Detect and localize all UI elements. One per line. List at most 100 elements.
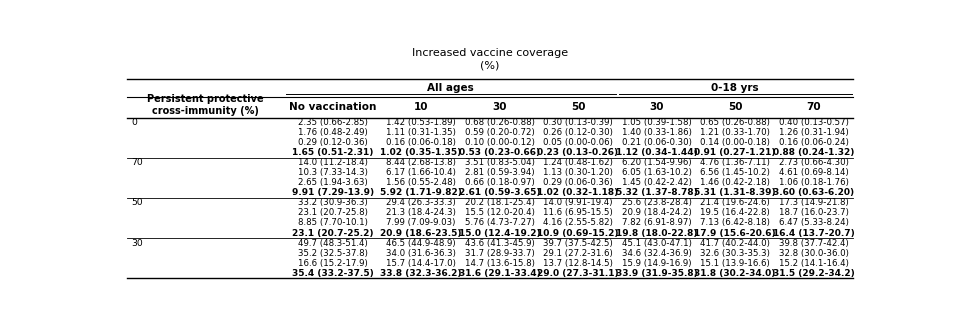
- Text: 0.29 (0.06-0.36): 0.29 (0.06-0.36): [543, 178, 613, 187]
- Text: 1.65 (0.51-2.31): 1.65 (0.51-2.31): [293, 148, 374, 157]
- Text: 5.92 (1.71-9.82): 5.92 (1.71-9.82): [380, 189, 462, 197]
- Text: 20.9 (18.6-23.5): 20.9 (18.6-23.5): [380, 229, 462, 238]
- Text: 3.51 (0.83-5.04): 3.51 (0.83-5.04): [465, 158, 534, 167]
- Text: 14.0 (9.91-19.4): 14.0 (9.91-19.4): [543, 198, 613, 207]
- Text: 20.9 (18.4-24.2): 20.9 (18.4-24.2): [621, 209, 691, 218]
- Text: 0.53 (0.23-0.66): 0.53 (0.23-0.66): [459, 148, 540, 157]
- Text: 50: 50: [131, 198, 143, 207]
- Text: 1.40 (0.33-1.86): 1.40 (0.33-1.86): [621, 128, 691, 137]
- Text: 39.8 (37.7-42.4): 39.8 (37.7-42.4): [779, 238, 849, 247]
- Text: 29.4 (26.3-33.3): 29.4 (26.3-33.3): [386, 198, 456, 207]
- Text: 35.4 (33.2-37.5): 35.4 (33.2-37.5): [292, 269, 374, 278]
- Text: 0.88 (0.24-1.32): 0.88 (0.24-1.32): [773, 148, 855, 157]
- Text: 39.7 (37.5-42.5): 39.7 (37.5-42.5): [543, 238, 613, 247]
- Text: 1.46 (0.42-2.18): 1.46 (0.42-2.18): [700, 178, 771, 187]
- Text: 34.0 (31.6-36.3): 34.0 (31.6-36.3): [386, 249, 456, 258]
- Text: 29.0 (27.3-31.1): 29.0 (27.3-31.1): [537, 269, 619, 278]
- Text: 1.02 (0.35-1.35): 1.02 (0.35-1.35): [380, 148, 462, 157]
- Text: 46.5 (44.9-48.9): 46.5 (44.9-48.9): [386, 238, 456, 247]
- Text: 41.7 (40.2-44.0): 41.7 (40.2-44.0): [700, 238, 771, 247]
- Text: 2.65 (1.94-3.63): 2.65 (1.94-3.63): [298, 178, 368, 187]
- Text: 14.0 (11.2-18.4): 14.0 (11.2-18.4): [298, 158, 368, 167]
- Text: 1.24 (0.48-1.62): 1.24 (0.48-1.62): [543, 158, 613, 167]
- Text: 2.81 (0.59-3.94): 2.81 (0.59-3.94): [465, 168, 534, 177]
- Text: 15.5 (12.0-20.4): 15.5 (12.0-20.4): [465, 209, 534, 218]
- Text: 1.05 (0.39-1.58): 1.05 (0.39-1.58): [621, 118, 691, 127]
- Text: 0.14 (0.00-0.18): 0.14 (0.00-0.18): [700, 138, 771, 147]
- Text: 6.05 (1.63-10.2): 6.05 (1.63-10.2): [621, 168, 691, 177]
- Text: 4.61 (0.69-8.14): 4.61 (0.69-8.14): [779, 168, 849, 177]
- Text: 0.23 (0.13-0.26): 0.23 (0.13-0.26): [537, 148, 619, 157]
- Text: 5.76 (4.73-7.27): 5.76 (4.73-7.27): [465, 218, 534, 227]
- Text: 0.68 (0.26-0.88): 0.68 (0.26-0.88): [465, 118, 534, 127]
- Text: 7.99 (7.09-9.03): 7.99 (7.09-9.03): [386, 218, 456, 227]
- Text: 0.59 (0.20-0.72): 0.59 (0.20-0.72): [465, 128, 534, 137]
- Text: 32.6 (30.3-35.3): 32.6 (30.3-35.3): [700, 249, 771, 258]
- Text: 0.40 (0.13-0.57): 0.40 (0.13-0.57): [779, 118, 849, 127]
- Text: 0.91 (0.27-1.21): 0.91 (0.27-1.21): [694, 148, 776, 157]
- Text: 31.5 (29.2-34.2): 31.5 (29.2-34.2): [772, 269, 855, 278]
- Text: 10: 10: [414, 102, 428, 112]
- Text: 0.26 (0.12-0.30): 0.26 (0.12-0.30): [543, 128, 613, 137]
- Text: 2.73 (0.66-4.30): 2.73 (0.66-4.30): [779, 158, 849, 167]
- Text: 31.7 (28.9-33.7): 31.7 (28.9-33.7): [465, 249, 534, 258]
- Text: 5.32 (1.37-8.78): 5.32 (1.37-8.78): [616, 189, 698, 197]
- Text: 19.5 (16.4-22.8): 19.5 (16.4-22.8): [701, 209, 770, 218]
- Text: 2.35 (0.66-2.85): 2.35 (0.66-2.85): [298, 118, 368, 127]
- Text: 11.6 (6.95-15.5): 11.6 (6.95-15.5): [543, 209, 613, 218]
- Text: 21.3 (18.4-24.3): 21.3 (18.4-24.3): [386, 209, 456, 218]
- Text: 1.13 (0.30-1.20): 1.13 (0.30-1.20): [543, 168, 613, 177]
- Text: 3.60 (0.63-6.20): 3.60 (0.63-6.20): [773, 189, 855, 197]
- Text: 10.9 (0.69-15.2): 10.9 (0.69-15.2): [537, 229, 619, 238]
- Text: 33.9 (31.9-35.8): 33.9 (31.9-35.8): [616, 269, 698, 278]
- Text: 1.12 (0.34-1.44): 1.12 (0.34-1.44): [616, 148, 698, 157]
- Text: 4.76 (1.36-7.11): 4.76 (1.36-7.11): [700, 158, 771, 167]
- Text: (%): (%): [480, 61, 500, 71]
- Text: 2.61 (0.59-3.65): 2.61 (0.59-3.65): [459, 189, 540, 197]
- Text: 32.8 (30.0-36.0): 32.8 (30.0-36.0): [779, 249, 849, 258]
- Text: 1.11 (0.31-1.35): 1.11 (0.31-1.35): [386, 128, 456, 137]
- Text: Increased vaccine coverage: Increased vaccine coverage: [412, 48, 568, 58]
- Text: 5.31 (1.31-8.39): 5.31 (1.31-8.39): [694, 189, 776, 197]
- Text: 1.21 (0.33-1.70): 1.21 (0.33-1.70): [700, 128, 771, 137]
- Text: 15.2 (14.1-16.4): 15.2 (14.1-16.4): [779, 259, 849, 267]
- Text: 14.7 (13.6-15.8): 14.7 (13.6-15.8): [465, 259, 534, 267]
- Text: 1.42 (0.53-1.89): 1.42 (0.53-1.89): [386, 118, 456, 127]
- Text: 9.91 (7.29-13.9): 9.91 (7.29-13.9): [292, 189, 374, 197]
- Text: 0.16 (0.06-0.18): 0.16 (0.06-0.18): [386, 138, 456, 147]
- Text: 50: 50: [728, 102, 743, 112]
- Text: 15.9 (14.9-16.9): 15.9 (14.9-16.9): [621, 259, 691, 267]
- Text: 0.10 (0.00-0.12): 0.10 (0.00-0.12): [465, 138, 534, 147]
- Text: 29.1 (27.2-31.6): 29.1 (27.2-31.6): [543, 249, 613, 258]
- Text: 6.47 (5.33-8.24): 6.47 (5.33-8.24): [779, 218, 849, 227]
- Text: 1.45 (0.42-2.42): 1.45 (0.42-2.42): [621, 178, 691, 187]
- Text: 16.4 (13.7-20.7): 16.4 (13.7-20.7): [772, 229, 855, 238]
- Text: 70: 70: [131, 158, 143, 167]
- Text: 50: 50: [571, 102, 585, 112]
- Text: 21.4 (19.6-24.6): 21.4 (19.6-24.6): [701, 198, 770, 207]
- Text: 16.6 (15.2-17.9): 16.6 (15.2-17.9): [298, 259, 368, 267]
- Text: 20.2 (18.1-25.4): 20.2 (18.1-25.4): [465, 198, 534, 207]
- Text: 0.29 (0.12-0.36): 0.29 (0.12-0.36): [298, 138, 368, 147]
- Text: 6.17 (1.66-10.4): 6.17 (1.66-10.4): [386, 168, 456, 177]
- Text: 19.8 (18.0-22.8): 19.8 (18.0-22.8): [616, 229, 697, 238]
- Text: No vaccination: No vaccination: [289, 102, 377, 112]
- Text: 15.7 (14.4-17.0): 15.7 (14.4-17.0): [386, 259, 456, 267]
- Text: 30: 30: [131, 238, 143, 247]
- Text: 0.65 (0.26-0.88): 0.65 (0.26-0.88): [700, 118, 771, 127]
- Text: 33.8 (32.3-36.2): 33.8 (32.3-36.2): [380, 269, 462, 278]
- Text: 30: 30: [649, 102, 663, 112]
- Text: 0: 0: [131, 118, 138, 127]
- Text: 1.06 (0.18-1.76): 1.06 (0.18-1.76): [779, 178, 849, 187]
- Text: 49.7 (48.3-51.4): 49.7 (48.3-51.4): [298, 238, 368, 247]
- Text: 1.02 (0.32-1.18): 1.02 (0.32-1.18): [537, 189, 619, 197]
- Text: 23.1 (20.7-25.8): 23.1 (20.7-25.8): [298, 209, 368, 218]
- Text: 1.76 (0.48-2.49): 1.76 (0.48-2.49): [298, 128, 368, 137]
- Text: 30: 30: [492, 102, 507, 112]
- Text: 17.9 (15.6-20.6): 17.9 (15.6-20.6): [694, 229, 776, 238]
- Text: 7.82 (6.91-8.97): 7.82 (6.91-8.97): [621, 218, 691, 227]
- Text: 25.6 (23.8-28.4): 25.6 (23.8-28.4): [621, 198, 691, 207]
- Text: 15.0 (12.4-19.2): 15.0 (12.4-19.2): [459, 229, 540, 238]
- Text: 6.20 (1.54-9.96): 6.20 (1.54-9.96): [621, 158, 691, 167]
- Text: 34.6 (32.4-36.9): 34.6 (32.4-36.9): [621, 249, 691, 258]
